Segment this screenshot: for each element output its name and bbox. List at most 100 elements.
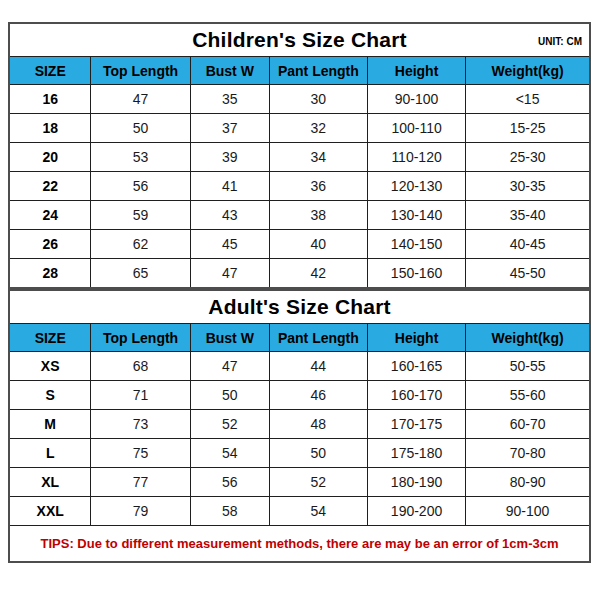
- table-row: XXL795854190-20090-100: [9, 497, 590, 526]
- value-cell: 47: [190, 259, 269, 289]
- adult-title-row: Adult's Size Chart: [9, 290, 590, 324]
- children-header-row: SIZETop LengthBust WPant LengthHeightWei…: [9, 57, 590, 85]
- value-cell: 40: [269, 230, 367, 259]
- value-cell: 79: [91, 497, 190, 526]
- children-title-cell: Children's Size Chart UNIT: CM: [9, 23, 590, 57]
- value-cell: 59: [91, 201, 190, 230]
- value-cell: 53: [91, 143, 190, 172]
- table-row: XS684744160-16550-55: [9, 352, 590, 381]
- value-cell: 45-50: [466, 259, 590, 289]
- size-cell: M: [9, 410, 91, 439]
- value-cell: 25-30: [466, 143, 590, 172]
- value-cell: 36: [269, 172, 367, 201]
- value-cell: 44: [269, 352, 367, 381]
- column-header: Weight(kg): [466, 324, 590, 352]
- value-cell: 75: [91, 439, 190, 468]
- value-cell: 100-110: [367, 114, 465, 143]
- value-cell: 35-40: [466, 201, 590, 230]
- value-cell: 43: [190, 201, 269, 230]
- value-cell: 37: [190, 114, 269, 143]
- size-cell: 28: [9, 259, 91, 289]
- value-cell: 180-190: [367, 468, 465, 497]
- size-cell: 24: [9, 201, 91, 230]
- table-row: 22564136120-13030-35: [9, 172, 590, 201]
- value-cell: 30: [269, 85, 367, 114]
- value-cell: 50: [190, 381, 269, 410]
- value-cell: 45: [190, 230, 269, 259]
- value-cell: 71: [91, 381, 190, 410]
- value-cell: 110-120: [367, 143, 465, 172]
- value-cell: 160-165: [367, 352, 465, 381]
- value-cell: 47: [91, 85, 190, 114]
- size-cell: 20: [9, 143, 91, 172]
- value-cell: 35: [190, 85, 269, 114]
- value-cell: 50: [91, 114, 190, 143]
- value-cell: 62: [91, 230, 190, 259]
- value-cell: 160-170: [367, 381, 465, 410]
- value-cell: 48: [269, 410, 367, 439]
- value-cell: 52: [190, 410, 269, 439]
- value-cell: 47: [190, 352, 269, 381]
- value-cell: 58: [190, 497, 269, 526]
- column-header: Pant Length: [269, 324, 367, 352]
- column-header: Bust W: [190, 57, 269, 85]
- value-cell: 15-25: [466, 114, 590, 143]
- table-row: 1647353090-100<15: [9, 85, 590, 114]
- column-header: SIZE: [9, 57, 91, 85]
- value-cell: 73: [91, 410, 190, 439]
- column-header: Height: [367, 57, 465, 85]
- unit-label: UNIT: CM: [538, 36, 582, 47]
- value-cell: 130-140: [367, 201, 465, 230]
- value-cell: 140-150: [367, 230, 465, 259]
- size-cell: XXL: [9, 497, 91, 526]
- value-cell: 55-60: [466, 381, 590, 410]
- size-cell: 22: [9, 172, 91, 201]
- value-cell: 40-45: [466, 230, 590, 259]
- table-row: M735248170-17560-70: [9, 410, 590, 439]
- table-row: XL775652180-19080-90: [9, 468, 590, 497]
- value-cell: 65: [91, 259, 190, 289]
- value-cell: 60-70: [466, 410, 590, 439]
- size-cell: L: [9, 439, 91, 468]
- size-cell: XS: [9, 352, 91, 381]
- adult-title-cell: Adult's Size Chart: [9, 290, 590, 324]
- size-tables-container: Children's Size Chart UNIT: CM SIZETop L…: [8, 22, 591, 563]
- children-title-row: Children's Size Chart UNIT: CM: [9, 23, 590, 57]
- tips-row: TIPS: Due to different measurement metho…: [9, 526, 590, 563]
- table-row: S715046160-17055-60: [9, 381, 590, 410]
- value-cell: 34: [269, 143, 367, 172]
- value-cell: 150-160: [367, 259, 465, 289]
- table-row: 26624540140-15040-45: [9, 230, 590, 259]
- value-cell: 90-100: [466, 497, 590, 526]
- table-row: 24594338130-14035-40: [9, 201, 590, 230]
- value-cell: 120-130: [367, 172, 465, 201]
- table-row: L755450175-18070-80: [9, 439, 590, 468]
- size-cell: 26: [9, 230, 91, 259]
- value-cell: 54: [190, 439, 269, 468]
- column-header: Bust W: [190, 324, 269, 352]
- value-cell: 70-80: [466, 439, 590, 468]
- table-row: 20533934110-12025-30: [9, 143, 590, 172]
- value-cell: 50-55: [466, 352, 590, 381]
- tips-text: TIPS: Due to different measurement metho…: [9, 526, 590, 563]
- value-cell: 90-100: [367, 85, 465, 114]
- value-cell: 175-180: [367, 439, 465, 468]
- children-size-table: Children's Size Chart UNIT: CM SIZETop L…: [8, 22, 591, 289]
- value-cell: 80-90: [466, 468, 590, 497]
- value-cell: 42: [269, 259, 367, 289]
- value-cell: 170-175: [367, 410, 465, 439]
- value-cell: 39: [190, 143, 269, 172]
- column-header: Top Length: [91, 57, 190, 85]
- column-header: Weight(kg): [466, 57, 590, 85]
- value-cell: 30-35: [466, 172, 590, 201]
- value-cell: 190-200: [367, 497, 465, 526]
- size-cell: S: [9, 381, 91, 410]
- value-cell: 77: [91, 468, 190, 497]
- adult-size-table: Adult's Size Chart SIZETop LengthBust WP…: [8, 289, 591, 563]
- adult-header-row: SIZETop LengthBust WPant LengthHeightWei…: [9, 324, 590, 352]
- size-cell: XL: [9, 468, 91, 497]
- column-header: Pant Length: [269, 57, 367, 85]
- value-cell: 56: [91, 172, 190, 201]
- value-cell: 41: [190, 172, 269, 201]
- value-cell: 38: [269, 201, 367, 230]
